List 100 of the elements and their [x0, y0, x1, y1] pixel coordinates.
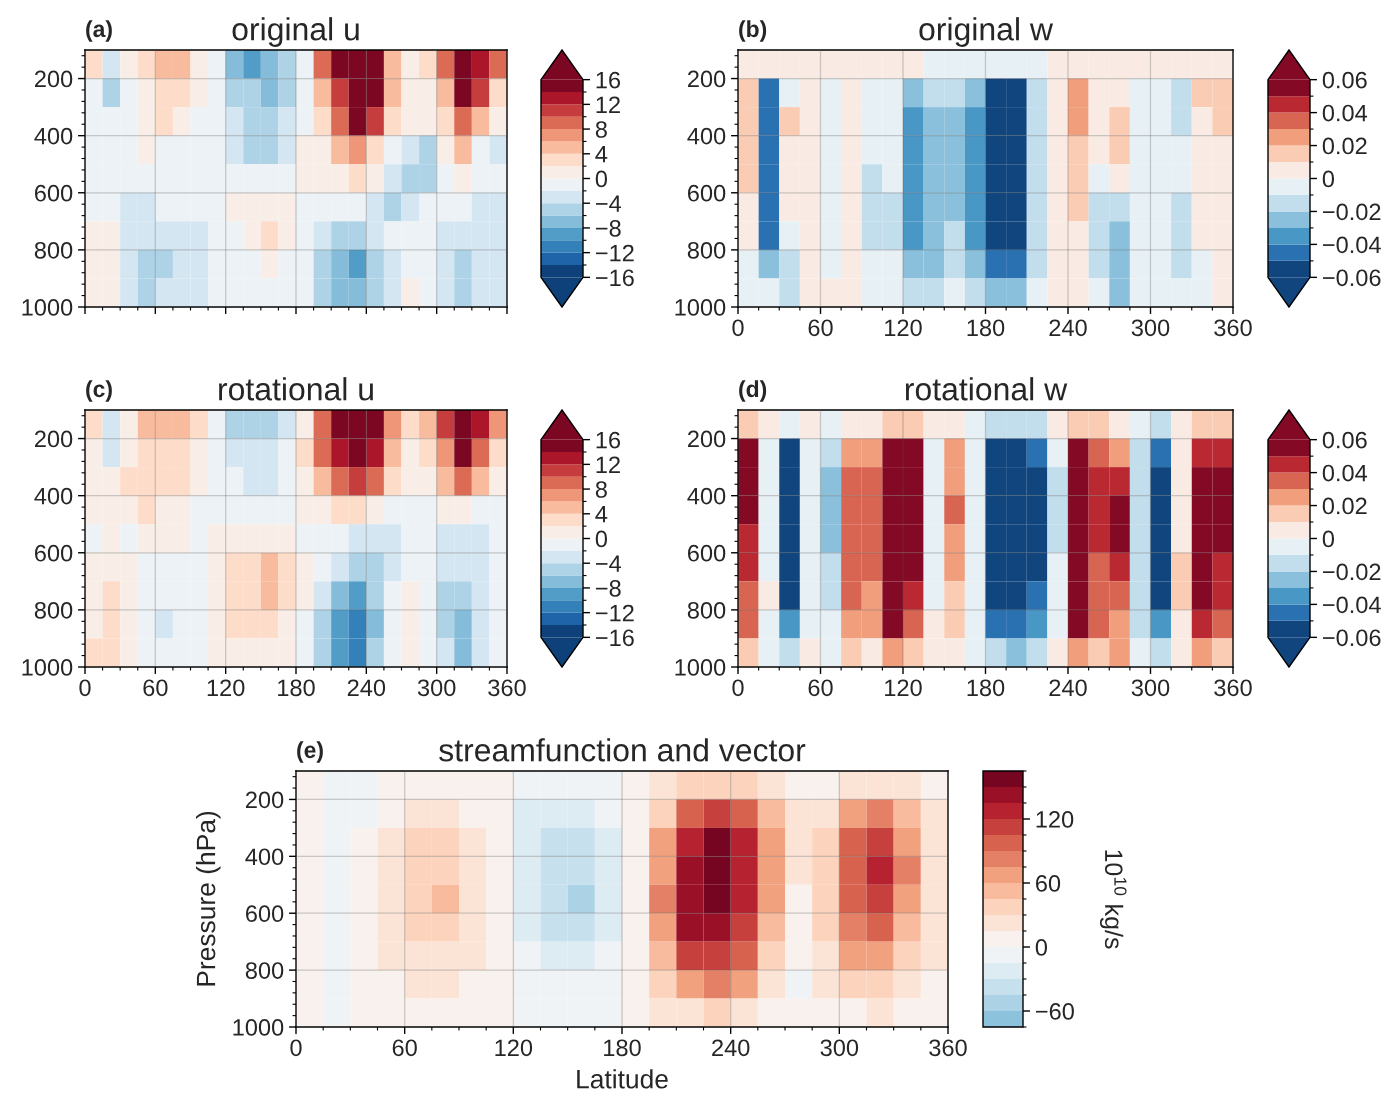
color-bar-label: −12 [595, 244, 634, 262]
color-bar-label: −0.06 [1322, 269, 1381, 287]
color-bar-label: 0 [595, 530, 608, 548]
chart-title: streamfunction and vector [439, 738, 806, 762]
y-tick-label: 400 [245, 848, 284, 866]
x-tick-label: 240 [1049, 319, 1087, 337]
color-bar-label: 0 [1322, 530, 1335, 548]
color-bar-label: −0.06 [1322, 629, 1381, 647]
color-bar-label: −8 [595, 219, 621, 237]
x-tick-label: 120 [207, 679, 245, 697]
y-tick-label: 1000 [22, 659, 73, 676]
x-tick-label: 300 [1131, 319, 1170, 337]
y-tick-label: 600 [688, 184, 726, 202]
y-tick-label: 200 [687, 70, 726, 88]
x-tick-label: 0 [79, 679, 91, 697]
chart-title: rotational u [219, 377, 373, 401]
color-bar-label: −0.04 [1322, 596, 1381, 614]
y-tick-label: 800 [687, 601, 726, 619]
color-bar-label: 0.02 [1322, 137, 1367, 155]
color-bar-label: 0.04 [1322, 464, 1368, 482]
color-bar-label: −4 [595, 555, 622, 572]
x-tick-label: 180 [278, 679, 315, 697]
color-bar-label: 0.04 [1322, 104, 1368, 122]
color-bar-label: 0.06 [1322, 431, 1367, 449]
y-tick-label: 600 [35, 184, 73, 202]
color-bar-label: −4 [595, 195, 622, 212]
y-tick-label: 400 [687, 487, 726, 505]
color-bar-label: −12 [595, 604, 634, 622]
x-tick-label: 300 [417, 679, 456, 697]
color-bar-label: −16 [595, 629, 634, 647]
x-tick-label: 120 [885, 319, 922, 337]
color-bar-label: 16 [596, 431, 621, 449]
text: (d) [739, 380, 767, 402]
color-bar-label: −0.02 [1322, 203, 1381, 221]
x-tick-label: 60 [143, 679, 168, 697]
color-bar-label: 8 [595, 121, 607, 138]
color-bar-label: 0.06 [1322, 71, 1367, 89]
y-tick-label: 800 [34, 601, 73, 619]
chart-title: original u [232, 17, 359, 47]
y-tick-label: 400 [687, 127, 726, 145]
y-tick-label: 800 [34, 241, 73, 259]
color-bar-label: 8 [595, 481, 607, 498]
x-tick-label: 60 [808, 679, 833, 697]
color-bar-label: 0.02 [1322, 497, 1367, 515]
x-tick-label: 240 [712, 1039, 750, 1057]
color-bar-title: 10$^{10}$ kg/s [1099, 850, 1127, 949]
y-tick-label: 200 [34, 70, 73, 88]
color-bar-label: 16 [596, 71, 621, 89]
x-tick-label: 360 [488, 679, 526, 697]
y-tick-label: 400 [34, 127, 73, 145]
y-tick-label: 800 [687, 241, 726, 259]
text: (c) [86, 380, 112, 402]
x-tick-label: 0 [732, 319, 744, 337]
y-tick-label: 600 [35, 544, 73, 562]
x-tick-label: 240 [347, 679, 386, 697]
text: (b) [739, 20, 767, 42]
text: (a) [86, 20, 112, 42]
x-tick-label: 60 [808, 319, 833, 337]
y-tick-label: 200 [245, 791, 284, 809]
color-bar-label: 0 [1035, 939, 1048, 956]
x-tick-label: 180 [967, 319, 1005, 337]
x-tick-label: 180 [604, 1039, 641, 1057]
x-tick-label: 180 [967, 679, 1005, 697]
color-bar-label: −8 [595, 579, 621, 597]
x-tick-label: 300 [820, 1039, 859, 1057]
y-axis-title: Pressure (hPa) [195, 811, 221, 986]
color-bar-label: 4 [595, 506, 608, 523]
y-tick-label: 1000 [675, 659, 726, 676]
x-tick-label: 120 [885, 679, 922, 697]
y-tick-label: 1000 [233, 1019, 284, 1036]
x-tick-label: 300 [1131, 679, 1170, 697]
color-bar-label: −16 [595, 269, 634, 287]
x-tick-label: 360 [1214, 319, 1252, 337]
y-tick-label: 1000 [675, 299, 726, 316]
color-bar-label: −60 [1035, 1003, 1074, 1020]
y-tick-label: 600 [246, 905, 284, 923]
chart-title: original w [919, 17, 1054, 47]
x-tick-label: 360 [1214, 679, 1252, 697]
y-tick-label: 800 [245, 962, 284, 979]
y-tick-label: 600 [688, 544, 726, 562]
x-tick-label: 120 [495, 1039, 533, 1057]
color-bar-label: 12 [596, 96, 620, 113]
color-bar-label: 0 [1322, 170, 1335, 188]
color-bar-label: −0.02 [1322, 563, 1381, 581]
color-bar-label: 4 [595, 146, 608, 163]
y-tick-label: 200 [687, 430, 726, 448]
color-bar-label: 0 [595, 170, 608, 188]
color-bar-label: −0.04 [1322, 236, 1381, 254]
y-tick-label: 200 [34, 430, 73, 448]
color-bar-label: 12 [596, 456, 620, 473]
x-tick-label: 0 [290, 1039, 302, 1057]
color-bar-label: 60 [1036, 875, 1061, 892]
text: (e) [297, 741, 323, 763]
x-tick-label: 60 [392, 1039, 417, 1057]
x-tick-label: 360 [929, 1039, 967, 1057]
chart-title: rotational w [905, 377, 1068, 401]
x-axis-title: Latitude [577, 1069, 668, 1089]
color-bar-label: 120 [1036, 811, 1074, 828]
y-tick-label: 400 [34, 487, 73, 505]
y-tick-label: 1000 [22, 299, 73, 316]
